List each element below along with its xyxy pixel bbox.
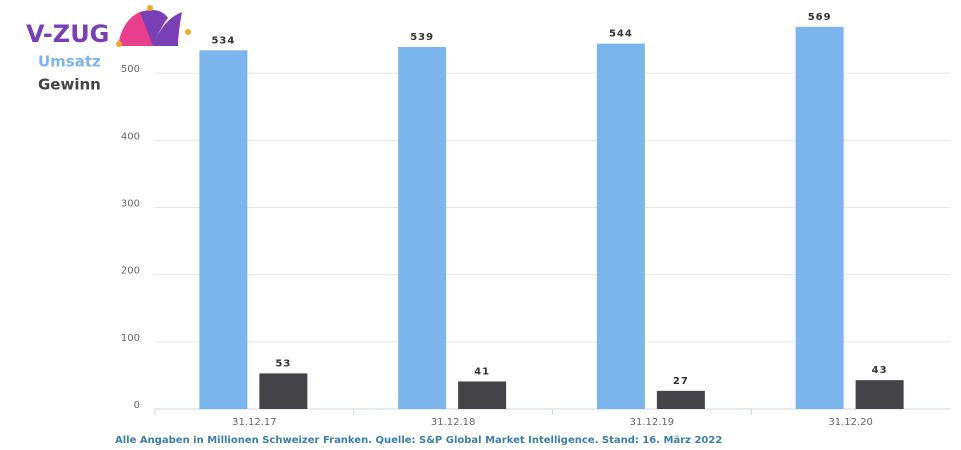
data-label: 539: [410, 32, 434, 43]
y-tick-label: 400: [121, 131, 140, 142]
bar: [259, 373, 308, 409]
x-tick-label: 31.12.19: [630, 417, 675, 428]
legend-item[interactable]: Umsatz: [38, 53, 101, 71]
y-tick-label: 300: [121, 199, 140, 210]
data-label: 41: [474, 366, 490, 377]
data-label: 27: [673, 376, 689, 387]
x-tick-label: 31.12.17: [232, 417, 277, 428]
y-tick-label: 0: [134, 400, 140, 411]
data-label: 544: [609, 29, 633, 40]
bar: [458, 381, 507, 409]
y-tick-label: 200: [121, 266, 140, 277]
data-label: 569: [808, 12, 832, 23]
source-note: Alle Angaben in Millionen Schweizer Fran…: [115, 435, 722, 446]
bar: [398, 46, 447, 409]
y-tick-label: 100: [121, 333, 140, 344]
bar: [199, 50, 248, 410]
data-label: 43: [872, 365, 888, 376]
bar: [795, 26, 844, 410]
x-tick-label: 31.12.20: [828, 417, 873, 428]
chart-title: V-ZUG: [26, 20, 109, 48]
bar: [656, 390, 705, 409]
data-label: 534: [211, 35, 235, 46]
x-tick-label: 31.12.18: [431, 417, 476, 428]
y-tick-label: 500: [121, 64, 140, 75]
logo-hat: [116, 5, 191, 47]
bar: [855, 380, 904, 409]
data-label: 53: [275, 358, 291, 369]
legend-item[interactable]: Gewinn: [38, 76, 101, 94]
bar: [596, 43, 645, 409]
